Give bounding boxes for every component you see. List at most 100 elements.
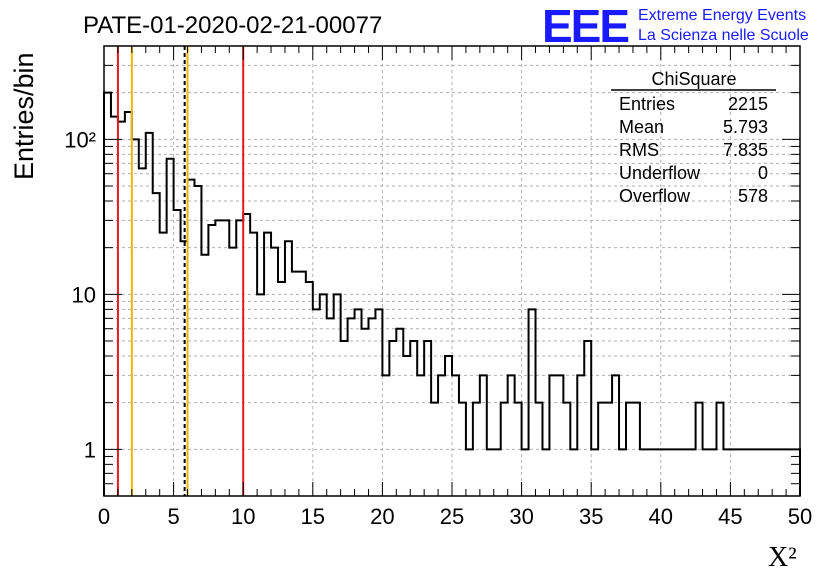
histogram-bin (508, 375, 515, 496)
eee-logo: EEE Extreme Energy Events La Scienza nel… (542, 0, 809, 52)
histogram-bin (139, 168, 146, 496)
histogram-bin (668, 449, 675, 496)
histogram-bin (682, 449, 689, 496)
stats-value-underflow: 0 (758, 163, 768, 183)
histogram-bin (403, 356, 410, 496)
histogram-bin (417, 375, 424, 496)
histogram-bin (125, 112, 132, 496)
histogram-bin (522, 449, 529, 496)
histogram-bin (758, 449, 765, 496)
histogram-bin (473, 403, 480, 496)
y-tick-label: 10² (64, 127, 96, 152)
histogram-bin (501, 403, 508, 496)
histogram-bin (480, 375, 487, 496)
histogram-bin (730, 449, 737, 496)
stats-label-underflow: Underflow (619, 163, 701, 183)
histogram-bin (299, 272, 306, 496)
histogram-bin (549, 375, 556, 496)
histogram-bin (765, 449, 772, 496)
histogram-bin (250, 233, 257, 496)
histogram-bin (194, 186, 201, 496)
histogram-bin (452, 375, 459, 496)
histogram-bin (515, 403, 522, 496)
histogram-bin (167, 159, 174, 496)
histogram-bin (362, 329, 369, 496)
histogram-bin (723, 449, 730, 496)
y-tick-label: 10 (72, 282, 96, 307)
stats-value-rms: 7.835 (723, 140, 768, 160)
y-tick-label: 1 (84, 437, 96, 462)
histogram-bin (570, 449, 577, 496)
histogram-outline (103, 91, 801, 496)
histogram-bin (689, 449, 696, 496)
histogram-bin (556, 375, 563, 496)
histogram-bin (208, 225, 215, 496)
histogram-bin (368, 318, 375, 496)
histogram-bin (751, 449, 758, 496)
stats-label-entries: Entries (619, 94, 675, 114)
histogram-bin (160, 233, 167, 496)
histogram-bin (633, 403, 640, 496)
histogram-bin (445, 356, 452, 496)
histogram-bin (334, 294, 341, 496)
histogram-bin (647, 449, 654, 496)
histogram-bin (118, 122, 125, 496)
histogram-bin (710, 449, 717, 496)
stats-label-mean: Mean (619, 117, 664, 137)
histogram-bin (382, 375, 389, 496)
stats-title: ChiSquare (651, 69, 736, 89)
x-tick-label: 25 (440, 504, 464, 529)
histogram-bin (779, 449, 786, 496)
histogram-bin (306, 282, 313, 496)
histogram-bin (716, 403, 723, 496)
x-tick-label: 0 (98, 504, 110, 529)
histogram-bin (229, 248, 236, 496)
histogram-bin (264, 233, 271, 496)
histogram-bin (529, 309, 536, 496)
stats-box: ChiSquare Entries 2215 Mean 5.793 RMS 7.… (611, 69, 776, 206)
histogram-bin (619, 449, 626, 496)
histogram-bin (341, 341, 348, 496)
x-tick-label: 35 (579, 504, 603, 529)
histogram-bin (188, 180, 195, 496)
histogram-bin (327, 318, 334, 496)
x-tick-label: 20 (370, 504, 394, 529)
histogram-bin (174, 210, 181, 496)
histogram-bin (737, 449, 744, 496)
histogram-bin (459, 403, 466, 496)
x-tick-label: 45 (718, 504, 742, 529)
histogram-bin (605, 403, 612, 496)
histogram-bin (389, 341, 396, 496)
histogram-bin (431, 403, 438, 496)
x-axis-label: X² (768, 542, 797, 572)
histogram-bin (696, 403, 703, 496)
histogram-bin (243, 214, 250, 496)
histogram-bin (355, 309, 362, 496)
histogram-bin (146, 133, 153, 496)
x-tick-label: 15 (301, 504, 325, 529)
x-tick-label: 30 (509, 504, 533, 529)
histogram-bin (424, 341, 431, 496)
x-tick-label: 40 (649, 504, 673, 529)
histogram-bin (257, 294, 264, 496)
stats-value-entries: 2215 (728, 94, 768, 114)
histogram-bin (410, 341, 417, 496)
histogram-bin (591, 449, 598, 496)
logo-line2: La Scienza nelle Scuole (638, 27, 809, 44)
histogram-bin (703, 449, 710, 496)
histogram-bin (612, 375, 619, 496)
histogram-bin (215, 220, 222, 496)
histogram-bin (542, 449, 549, 496)
histogram-bin (132, 139, 139, 496)
histogram-bin (772, 449, 779, 496)
histogram-bin (236, 220, 243, 496)
histogram-bin (563, 403, 570, 496)
histogram-bin (744, 449, 751, 496)
histogram-bin (626, 403, 633, 496)
y-axis-label: Entries/bin (9, 52, 39, 180)
histogram-bin (598, 403, 605, 496)
stats-label-overflow: Overflow (619, 186, 691, 206)
histogram-bin (271, 248, 278, 496)
stats-value-mean: 5.793 (723, 117, 768, 137)
